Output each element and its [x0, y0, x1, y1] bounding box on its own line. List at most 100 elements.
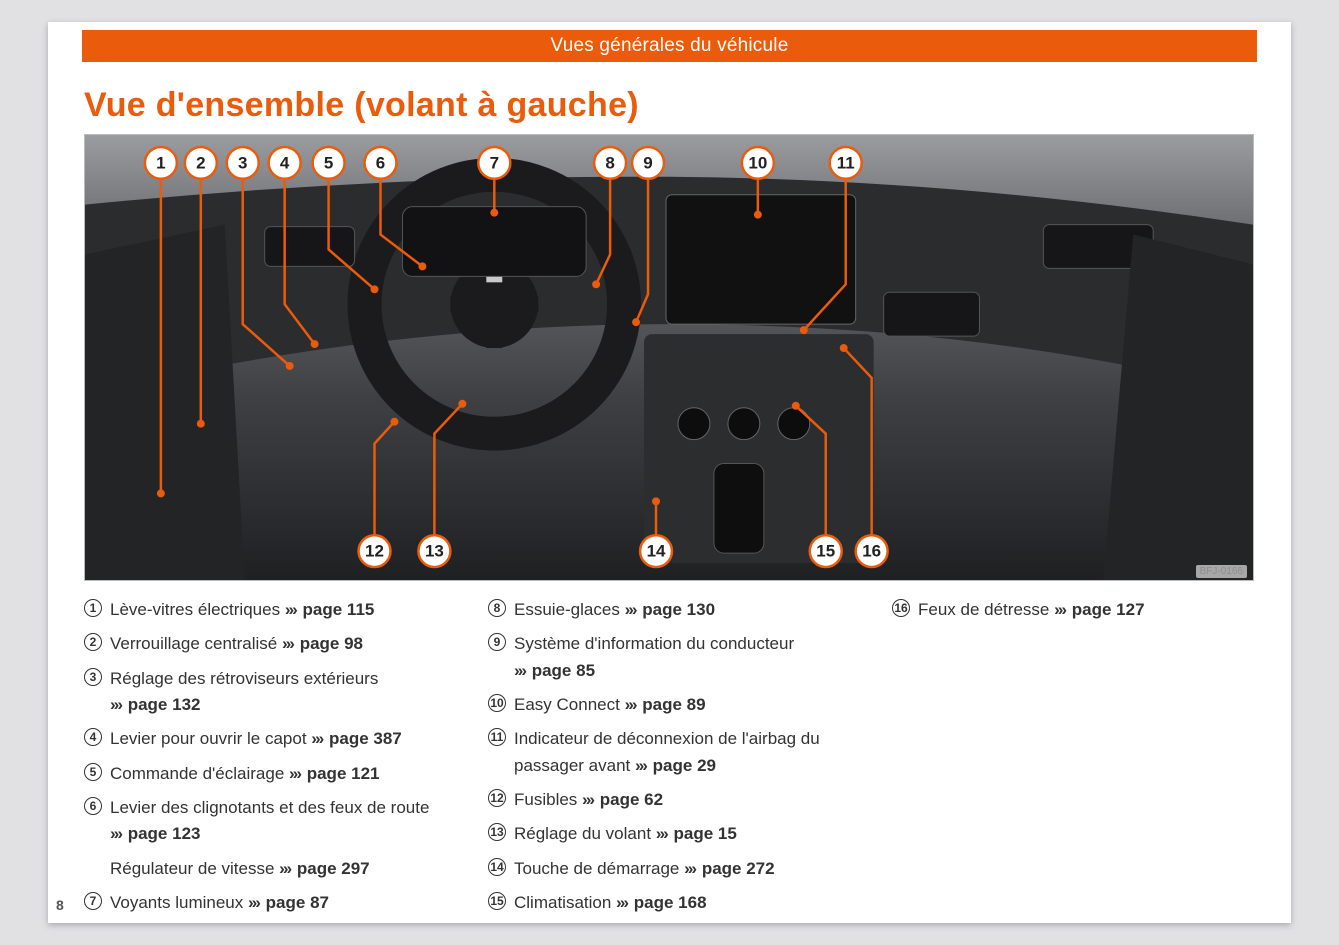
- legend-col-1: 1 Lève-vitres électriques ››› page 115 2 Ve…: [84, 597, 464, 924]
- bullet-13: 13: [488, 823, 506, 841]
- bullet-2: 2: [84, 633, 102, 651]
- callout-label-11: 11: [837, 153, 855, 172]
- legend-text-5: Commande d'éclairage ››› page 121: [110, 761, 464, 787]
- page-ref[interactable]: ››› page 85: [514, 661, 595, 680]
- image-reference-code: BFJ-0166: [1196, 565, 1247, 578]
- leader-dot-1: [157, 489, 165, 497]
- callout-label-5: 5: [324, 153, 333, 172]
- bullet-12: 12: [488, 789, 506, 807]
- leader-dot-13: [458, 400, 466, 408]
- bullet-16: 16: [892, 599, 910, 617]
- legend-text-2: Verrouillage centralisé ››› page 98: [110, 631, 464, 657]
- page-number: 8: [56, 897, 64, 913]
- legend-col-2: 8Essuie-glaces ››› page 130 9 Système d'in…: [488, 597, 868, 924]
- page-ref[interactable]: ››› page 387: [311, 729, 401, 748]
- legend-text-16: Feux de détresse ››› page 127: [918, 597, 1272, 623]
- overview-figure: 12345678910111213141516 BFJ-0166: [84, 134, 1254, 581]
- page-ref[interactable]: ››› page 62: [582, 790, 663, 809]
- callout-label-2: 2: [196, 153, 205, 172]
- callout-label-10: 10: [748, 153, 767, 172]
- bullet-4: 4: [84, 728, 102, 746]
- callout-label-9: 9: [643, 153, 652, 172]
- bullet-9: 9: [488, 633, 506, 651]
- legend-item-12: 12 Fusibles ››› page 62: [488, 787, 868, 813]
- leader-dot-3: [286, 362, 294, 370]
- legend-text-1: Lève-vitres électriques ››› page 115: [110, 597, 464, 623]
- legend-item-13: 13 Réglage du volant ››› page 15: [488, 821, 868, 847]
- legend-item-10: 10 Easy Connect ››› page 89: [488, 692, 868, 718]
- legend-text-7: Voyants lumineux ››› page 87: [110, 890, 464, 916]
- callout-label-13: 13: [425, 542, 444, 561]
- page-ref[interactable]: ››› page 15: [656, 824, 737, 843]
- legend-text-6: Levier des clignotants et des feux de ro…: [110, 795, 464, 848]
- leader-dot-10: [754, 211, 762, 219]
- page-ref[interactable]: ››› page 130: [625, 600, 715, 619]
- section-header: Vues générales du véhicule: [82, 30, 1257, 62]
- callout-label-16: 16: [862, 542, 881, 561]
- bullet-3: 3: [84, 668, 102, 686]
- callout-label-4: 4: [280, 153, 290, 172]
- callout-label-12: 12: [365, 542, 384, 561]
- bullet-7: 7: [84, 892, 102, 910]
- leader-dot-11: [800, 326, 808, 334]
- page-title: Vue d'ensemble (volant à gauche): [84, 86, 639, 125]
- page-ref[interactable]: ››› page 98: [282, 634, 363, 653]
- bullet-14: 14: [488, 858, 506, 876]
- legend-item-15: 15 Climatisation ››› page 168: [488, 890, 868, 916]
- bullet-6: 6: [84, 797, 102, 815]
- callout-label-3: 3: [238, 153, 247, 172]
- callout-label-8: 8: [605, 153, 614, 172]
- legend-item-2: 2 Verrouillage centralisé ››› page 98: [84, 631, 464, 657]
- leader-dot-6: [418, 262, 426, 270]
- page-ref[interactable]: ››› page 297: [279, 859, 369, 878]
- legend-item-14: 14 Touche de démarrage ››› page 272: [488, 856, 868, 882]
- legend-item-3: 3 Réglage des rétroviseurs extérieurs ›››…: [84, 666, 464, 719]
- callout-label-14: 14: [647, 542, 666, 561]
- leader-dot-16: [840, 344, 848, 352]
- callout-label-15: 15: [816, 542, 835, 561]
- page-ref[interactable]: ››› page 115: [285, 600, 375, 619]
- legend-text-9: Système d'information du conducteur ››› …: [514, 631, 868, 684]
- callout-label-7: 7: [490, 153, 499, 172]
- page-ref[interactable]: ››› page 123: [110, 824, 200, 843]
- legend-text-3: Réglage des rétroviseurs extérieurs ››› …: [110, 666, 464, 719]
- bullet-15: 15: [488, 892, 506, 910]
- page-ref[interactable]: ››› page 29: [635, 756, 716, 775]
- legend-item-6: 6 Levier des clignotants et des feux de r…: [84, 795, 464, 848]
- leader-dot-12: [390, 418, 398, 426]
- leader-dot-7: [490, 209, 498, 217]
- page-ref[interactable]: ››› page 168: [616, 893, 706, 912]
- page-ref[interactable]: ››› page 272: [684, 859, 774, 878]
- page-ref[interactable]: ››› page 132: [110, 695, 200, 714]
- bullet-11: 11: [488, 728, 506, 746]
- legend-item-8: 8Essuie-glaces ››› page 130: [488, 597, 868, 623]
- page-ref[interactable]: ››› page 89: [625, 695, 706, 714]
- leader-dot-9: [632, 318, 640, 326]
- legend-text-14: Touche de démarrage ››› page 272: [514, 856, 868, 882]
- bullet-1: 1: [84, 599, 102, 617]
- legend-item-9: 9 Système d'information du conducteur ›››…: [488, 631, 868, 684]
- callout-label-1: 1: [156, 153, 165, 172]
- page-ref[interactable]: ››› page 87: [248, 893, 329, 912]
- callout-label-6: 6: [376, 153, 385, 172]
- legend-item-16: 16 Feux de détresse ››› page 127: [892, 597, 1272, 623]
- leader-dot-15: [792, 402, 800, 410]
- page-ref[interactable]: ››› page 121: [289, 764, 379, 783]
- legend-text-13: Réglage du volant ››› page 15: [514, 821, 868, 847]
- legend-text-15: Climatisation ››› page 168: [514, 890, 868, 916]
- manual-page: Vues générales du véhicule Vue d'ensembl…: [48, 22, 1291, 923]
- legend-text-4: Levier pour ouvrir le capot ››› page 387: [110, 726, 464, 752]
- leader-dot-4: [311, 340, 319, 348]
- bullet-10: 10: [488, 694, 506, 712]
- page-ref[interactable]: ››› page 127: [1054, 600, 1144, 619]
- legend-col-3: 16 Feux de détresse ››› page 127: [892, 597, 1272, 924]
- legend-item-7: 7 Voyants lumineux ››› page 87: [84, 890, 464, 916]
- bullet-5: 5: [84, 763, 102, 781]
- legend-text-12: Fusibles ››› page 62: [514, 787, 868, 813]
- leader-dot-2: [197, 420, 205, 428]
- legend-item-5: 5 Commande d'éclairage ››› page 121: [84, 761, 464, 787]
- legend-text-11: Indicateur de déconnexion de l'airbag du…: [514, 726, 868, 779]
- leader-dot-14: [652, 497, 660, 505]
- legend-text-10: Easy Connect ››› page 89: [514, 692, 868, 718]
- legend-item-11: 11 Indicateur de déconnexion de l'airbag …: [488, 726, 868, 779]
